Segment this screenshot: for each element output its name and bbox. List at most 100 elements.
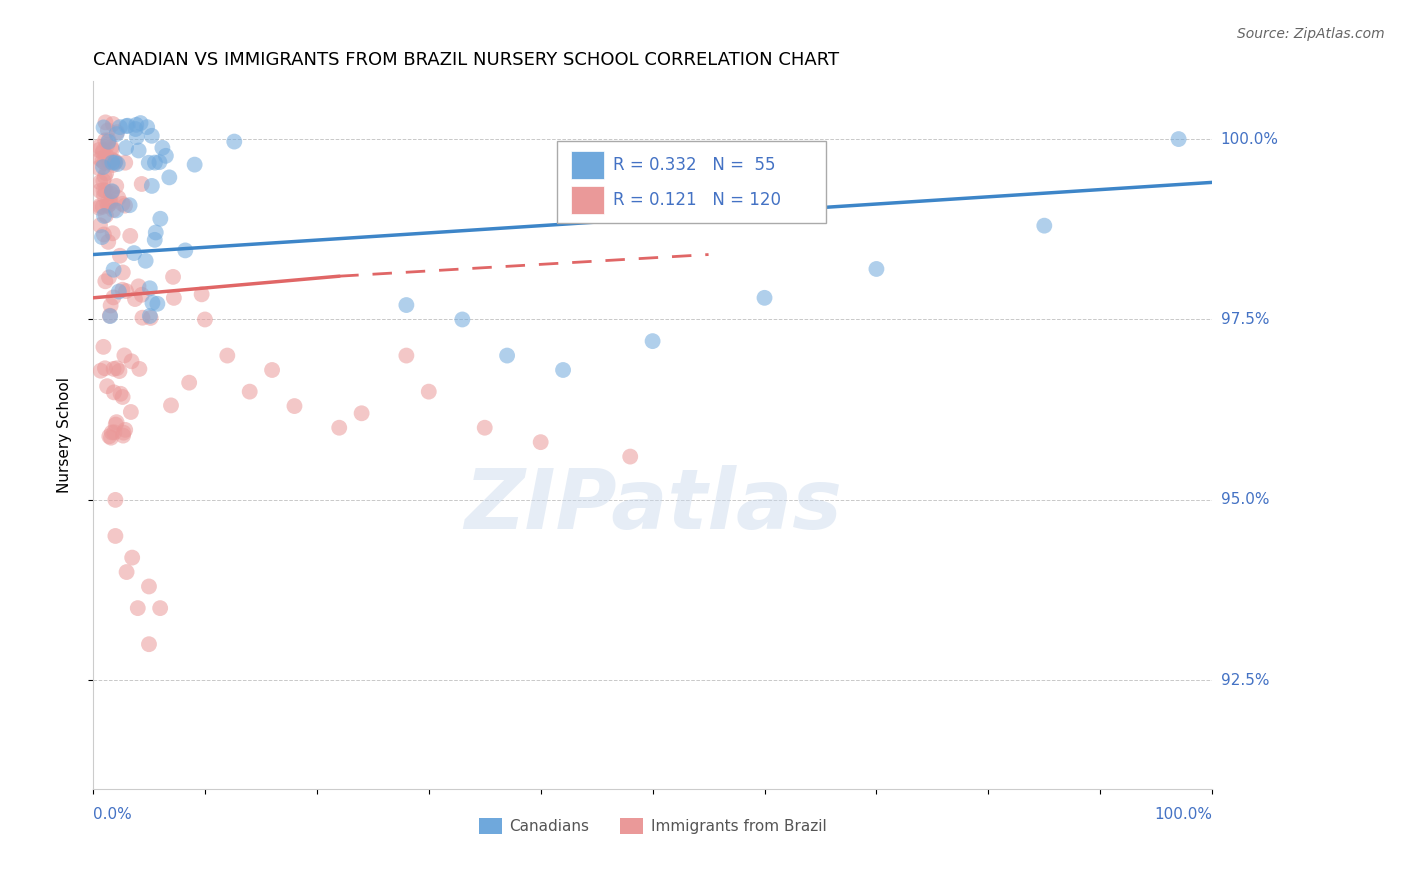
Point <box>101 158 124 172</box>
Point <box>131 177 153 191</box>
Point <box>89 152 111 166</box>
Point <box>619 450 641 464</box>
Point <box>97 199 120 213</box>
Point <box>101 185 124 199</box>
Point <box>98 155 121 169</box>
Point <box>143 233 166 247</box>
Point <box>93 155 115 169</box>
Point <box>89 219 111 233</box>
Point <box>93 169 115 184</box>
Point <box>194 312 217 326</box>
Point <box>160 398 183 412</box>
Point <box>115 119 138 133</box>
Point <box>105 125 128 139</box>
Point <box>124 122 146 136</box>
Point <box>105 415 128 429</box>
Point <box>93 174 115 188</box>
Text: R = 0.332   N =  55: R = 0.332 N = 55 <box>613 156 776 174</box>
Point <box>100 298 122 312</box>
Point <box>139 281 162 295</box>
Point <box>101 155 124 169</box>
Point <box>125 130 148 145</box>
Text: ZIPatlas: ZIPatlas <box>464 465 842 546</box>
Point <box>146 297 169 311</box>
Point <box>121 354 143 368</box>
Point <box>98 196 121 211</box>
Point <box>105 203 128 218</box>
Point <box>127 279 149 293</box>
Point <box>101 142 124 156</box>
Point <box>94 133 117 147</box>
Point <box>94 274 117 288</box>
Point <box>91 153 114 168</box>
Point <box>108 285 131 299</box>
Point <box>179 376 201 390</box>
Point <box>90 364 112 378</box>
Point <box>328 421 350 435</box>
Point <box>107 191 129 205</box>
Point <box>91 200 114 214</box>
Point <box>111 283 134 297</box>
Point <box>183 158 205 172</box>
Y-axis label: Nursery School: Nursery School <box>58 377 72 493</box>
Point <box>115 565 138 579</box>
Point <box>496 349 519 363</box>
Point <box>104 417 127 432</box>
Point <box>87 201 110 215</box>
Point <box>138 637 160 651</box>
Point <box>112 425 135 440</box>
Point <box>148 155 170 169</box>
Point <box>93 183 115 197</box>
Point <box>105 179 128 194</box>
Point <box>103 290 125 304</box>
Point <box>163 291 186 305</box>
Point <box>117 119 139 133</box>
Point <box>91 230 114 244</box>
Point <box>128 362 150 376</box>
Point <box>110 386 132 401</box>
Text: 92.5%: 92.5% <box>1220 673 1270 688</box>
Point <box>112 428 135 442</box>
Point <box>122 246 145 260</box>
Point <box>118 198 141 212</box>
Point <box>96 379 118 393</box>
Point <box>115 284 138 298</box>
Point <box>139 310 162 325</box>
Bar <box>571 186 605 214</box>
Point <box>93 120 115 135</box>
Point <box>96 196 118 211</box>
Point <box>89 199 111 213</box>
Point <box>112 348 135 362</box>
Point <box>103 385 125 400</box>
Point <box>145 226 167 240</box>
Point <box>139 309 162 323</box>
Point <box>641 334 664 348</box>
Point <box>120 228 142 243</box>
Point <box>89 139 111 153</box>
Point <box>89 175 111 189</box>
Point <box>129 116 152 130</box>
Point <box>97 133 120 147</box>
Point <box>114 423 136 437</box>
Point <box>101 227 124 241</box>
Point <box>111 390 134 404</box>
Point <box>100 153 122 167</box>
Point <box>96 166 118 180</box>
Point <box>98 270 121 285</box>
Point <box>262 363 284 377</box>
Point <box>93 340 115 354</box>
Point <box>124 292 146 306</box>
Point <box>395 349 418 363</box>
Point <box>105 361 128 376</box>
Point <box>451 312 474 326</box>
Point <box>108 364 131 378</box>
Point <box>1033 219 1056 233</box>
Point <box>94 148 117 162</box>
Point <box>98 309 121 323</box>
Text: CANADIAN VS IMMIGRANTS FROM BRAZIL NURSERY SCHOOL CORRELATION CHART: CANADIAN VS IMMIGRANTS FROM BRAZIL NURSE… <box>93 51 839 69</box>
Point <box>150 141 173 155</box>
Point <box>136 120 159 134</box>
Point <box>105 127 128 141</box>
Point <box>94 184 117 198</box>
Point <box>239 384 262 399</box>
